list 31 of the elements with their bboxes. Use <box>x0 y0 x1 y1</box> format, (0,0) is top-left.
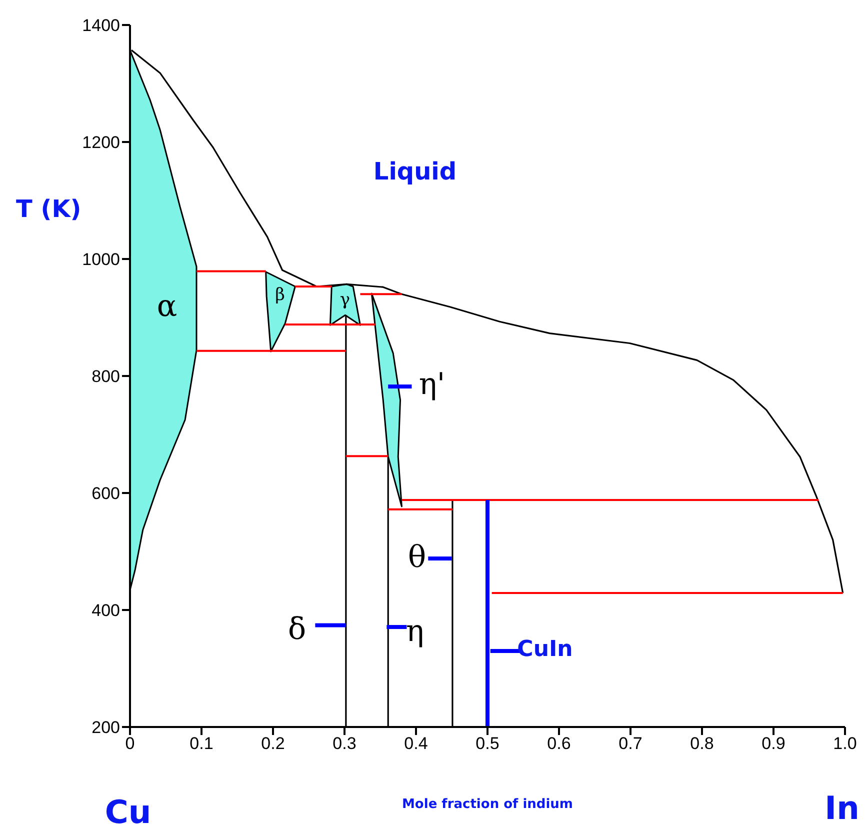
y-tick-label: 200 <box>92 718 120 738</box>
annotation: Liquid <box>373 158 457 186</box>
annotation: η <box>406 614 424 650</box>
x-tick-label: 0.9 <box>762 734 786 754</box>
text: In <box>824 788 860 827</box>
annotation: θ <box>408 540 426 576</box>
y-tick-label: 1200 <box>82 133 120 152</box>
x-tick-label: 0.8 <box>690 734 714 754</box>
annotation: γ <box>340 290 350 310</box>
x-tick-label: 0.7 <box>618 734 642 754</box>
x-axis-title: Mole fraction of indium <box>401 797 574 812</box>
annotation: η' <box>418 367 446 403</box>
annotation: CuIn <box>517 636 573 664</box>
x-tick-label: 0.5 <box>476 734 500 754</box>
y-tick-label: 600 <box>92 484 120 504</box>
x-tick-label: 0.1 <box>190 734 214 754</box>
x-tick-label: 1.0 <box>833 734 857 754</box>
x-tick-label: 0.4 <box>404 734 428 754</box>
x-tick-label: 0 <box>125 734 135 754</box>
y-axis-title: T (K) <box>16 195 82 223</box>
annotation: δ <box>288 612 306 648</box>
x-tick-label: 0.3 <box>332 734 356 754</box>
text: Cu <box>104 792 152 827</box>
x-tick-label: 0.2 <box>261 734 285 754</box>
y-tick-label: 1000 <box>82 250 120 270</box>
y-tick-label: 1400 <box>82 16 120 36</box>
y-tick-label: 400 <box>92 601 120 620</box>
annotation: β <box>275 284 285 306</box>
annotation: α <box>156 289 178 325</box>
x-tick-label: 0.6 <box>547 734 571 754</box>
y-tick-label: 800 <box>92 367 120 386</box>
